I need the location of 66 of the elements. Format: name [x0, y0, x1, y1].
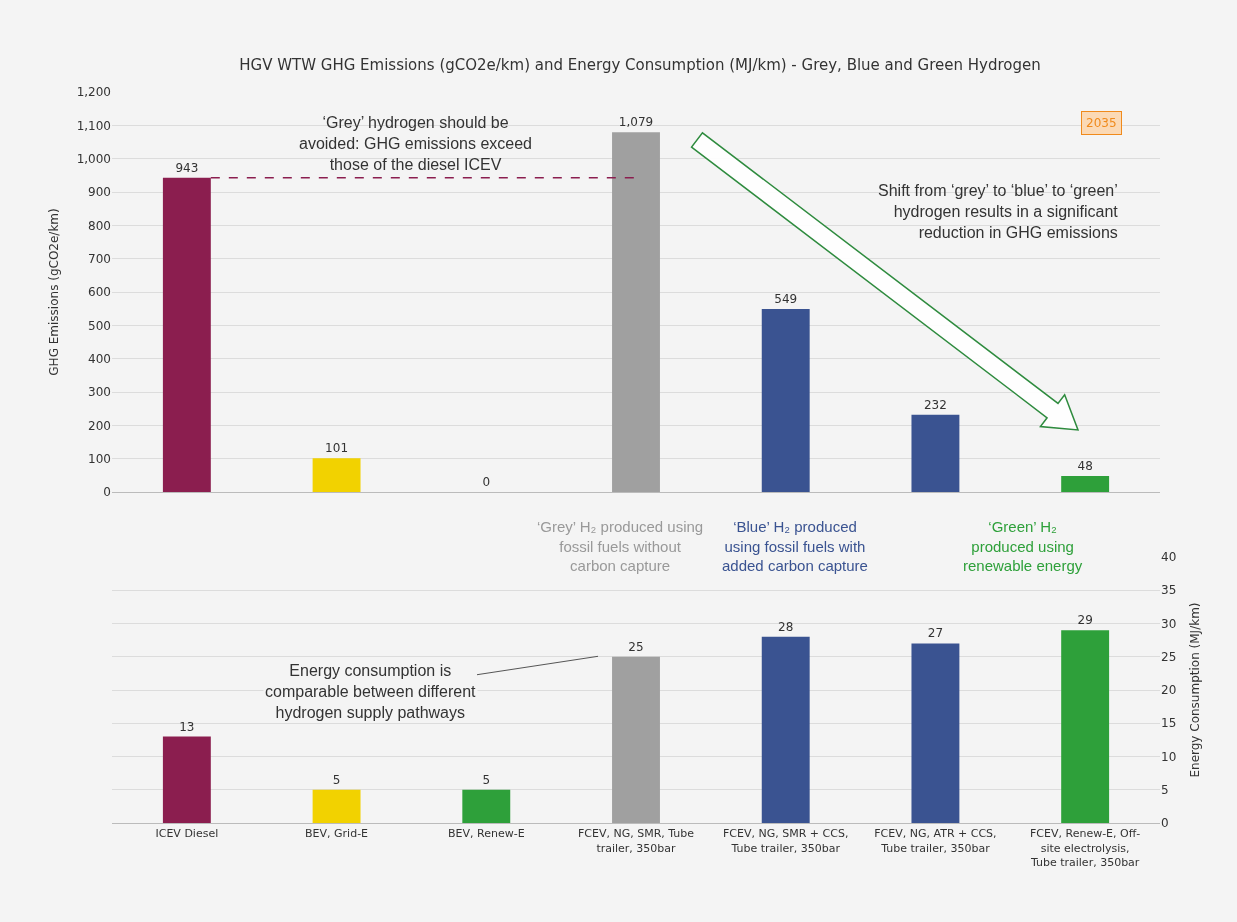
- x-tick-label: FCEV, NG, SMR, Tube trailer, 350bar: [577, 827, 695, 855]
- x-tick-label: BEV, Grid-E: [305, 827, 369, 841]
- y-tick-label: 400: [88, 351, 111, 366]
- bar: [462, 789, 511, 823]
- y-tick-label: 300: [88, 385, 111, 400]
- y2-tick-label: 35: [1161, 583, 1177, 598]
- data-label: 48: [1077, 459, 1093, 473]
- bar: [312, 458, 361, 492]
- data-label: 27: [927, 626, 944, 641]
- y-tick-label: 900: [88, 185, 111, 200]
- annotation: Shift from ‘grey’ to ‘blue’ to ‘green’ hydrogen results in a significant reduction in GHG emissions: [878, 182, 1119, 241]
- y2-tick-label: 20: [1161, 683, 1177, 698]
- y2-tick-label: 30: [1161, 616, 1177, 631]
- bar: [612, 656, 660, 823]
- bar: [1061, 630, 1110, 823]
- y2-tick-label: 40: [1161, 550, 1177, 565]
- y2-tick-label: 15: [1161, 716, 1177, 731]
- y-tick-label: 200: [88, 418, 111, 433]
- data-label: 5: [482, 772, 491, 787]
- bar: [911, 643, 960, 823]
- data-label: 943: [175, 160, 199, 175]
- data-label: 101: [325, 441, 349, 456]
- y-tick-label: 1,200: [76, 85, 111, 100]
- y2-tick-label: 25: [1161, 649, 1177, 664]
- y-tick-label: 500: [88, 318, 111, 333]
- x-tick-label: ICEV Diesel: [155, 827, 219, 841]
- data-label: 549: [774, 292, 798, 306]
- bar: [162, 736, 211, 823]
- data-label: 232: [923, 397, 947, 412]
- x-tick-label: BEV, Renew-E: [447, 827, 525, 841]
- bar: [1061, 476, 1110, 492]
- x-tick-label: FCEV, Renew-E, Off-site electrolysis, Tube trailer, 350bar: [1029, 827, 1141, 869]
- y-axis-title: GHG Emissions (gCO2e/km): [46, 208, 61, 376]
- bar: [761, 636, 810, 823]
- annotation: ‘Blue’ H₂ produced using fossil fuels with added carbon capture: [722, 518, 868, 574]
- y-tick-label: 1,000: [76, 151, 111, 166]
- annotation: 2035: [1086, 116, 1117, 130]
- chart-title: HGV WTW GHG Emissions (gCO2e/km) and Energy Consumption (MJ/km) - Grey, Blue and Green Hydrogen: [239, 56, 1041, 75]
- y2-tick-label: 0: [1161, 816, 1169, 831]
- y2-tick-label: 5: [1161, 782, 1169, 797]
- annotation: ‘Grey’ hydrogen should be avoided: GHG emissions exceed those of the diesel ICEV: [299, 114, 532, 173]
- annotation: Energy consumption is comparable between different hydrogen supply pathways: [265, 662, 477, 721]
- bar: [761, 309, 810, 492]
- y2-tick-label: 10: [1161, 749, 1177, 764]
- y-tick-label: 0: [103, 485, 111, 500]
- bar: [612, 132, 660, 492]
- data-label: 25: [628, 639, 644, 654]
- data-label: 28: [778, 619, 794, 634]
- x-tick-label: FCEV, NG, SMR + CCS, Tube trailer, 350bar: [723, 827, 849, 855]
- x-tick-label: FCEV, NG, ATR + CCS, Tube trailer, 350bar: [874, 827, 997, 855]
- y-tick-label: 100: [88, 451, 111, 466]
- data-label: 13: [179, 719, 195, 734]
- y-tick-label: 1,100: [76, 118, 111, 133]
- bar: [162, 177, 211, 492]
- bar: [312, 789, 361, 823]
- data-label: 1,079: [618, 115, 654, 130]
- annotation: ‘Green’ H₂ produced using renewable energy: [963, 518, 1083, 574]
- data-label: 5: [332, 772, 341, 787]
- data-label: 0: [482, 475, 491, 489]
- y-tick-label: 800: [88, 218, 111, 233]
- bar: [911, 414, 960, 492]
- y-tick-label: 700: [88, 251, 111, 266]
- annotation: ‘Grey’ H₂ produced using fossil fuels without carbon capture: [537, 518, 704, 574]
- data-label: 29: [1077, 613, 1093, 628]
- y-tick-label: 600: [88, 285, 111, 300]
- y2-axis-title: Energy Consumption (MJ/km): [1188, 602, 1203, 778]
